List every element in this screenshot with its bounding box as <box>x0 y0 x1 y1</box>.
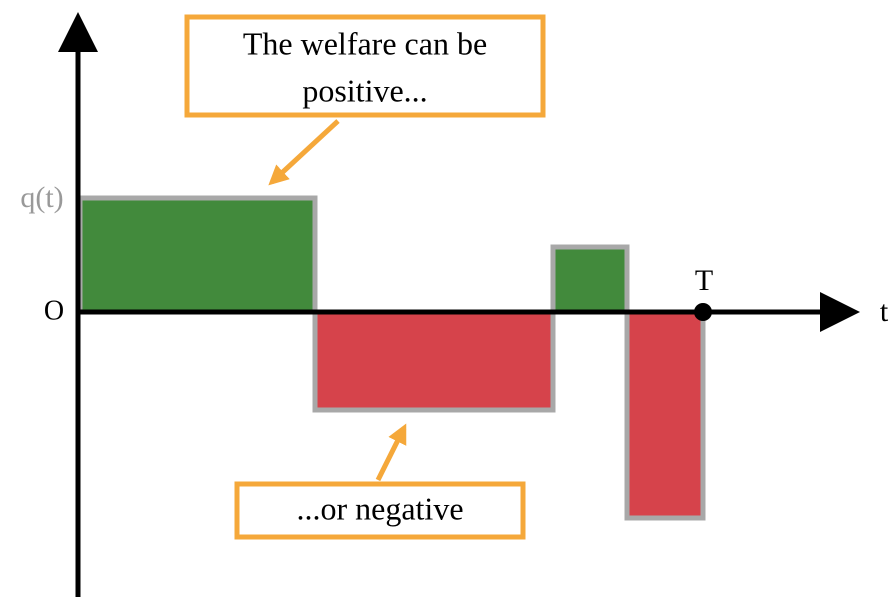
positive-area <box>550 244 630 315</box>
end-point <box>694 303 712 321</box>
callout-text: The welfare can be <box>243 25 487 61</box>
callout-box <box>184 14 546 118</box>
origin-label: O <box>44 295 64 326</box>
x-label: t <box>880 295 889 328</box>
positive-area <box>77 195 318 315</box>
y-label: q(t) <box>20 181 63 214</box>
callout-text: ...or negative <box>296 490 463 526</box>
end-label: T <box>695 264 713 297</box>
callout-box <box>234 481 526 540</box>
callout-arrow <box>375 423 407 482</box>
callout-arrow <box>268 119 340 186</box>
negative-area <box>624 309 706 521</box>
callout-text: positive... <box>302 72 427 108</box>
negative-area <box>312 309 556 413</box>
